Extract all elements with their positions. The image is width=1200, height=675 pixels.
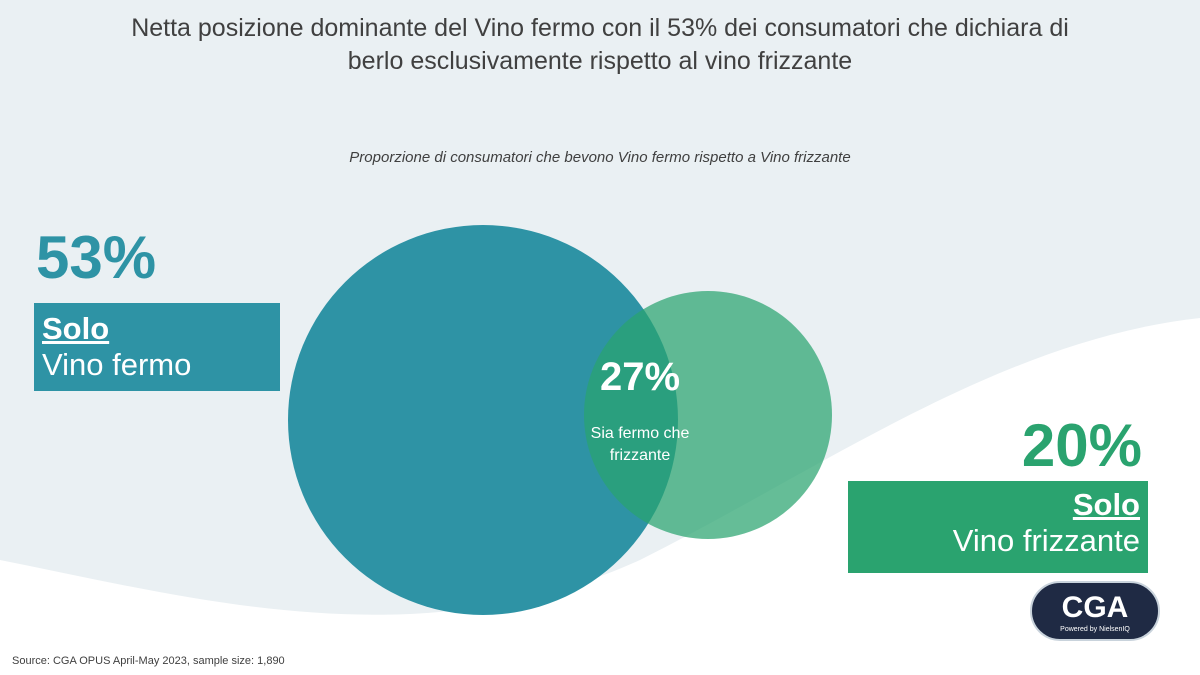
title-line-2: berlo esclusivamente rispetto al vino fr… [347, 47, 853, 75]
logo-tagline: Powered by NielsenIQ [1060, 626, 1130, 633]
vino-frizzante-solo-label: Solo [1072, 487, 1140, 522]
vino-fermo-label-box: Solo Vino fermo [34, 303, 280, 391]
vino-frizzante-circle [584, 291, 832, 539]
page-title: Netta posizione dominante del Vino fermo… [0, 12, 1200, 78]
vino-frizzante-label: Vino frizzante [952, 523, 1140, 558]
overlap-label-line-2: frizzante [609, 447, 671, 464]
vino-frizzante-percent: 20% [1021, 412, 1142, 479]
vino-frizzante-label-box: Solo Vino frizzante [848, 481, 1148, 573]
cga-logo: CGA Powered by NielsenIQ [1030, 581, 1160, 641]
overlap-percent: 27% [599, 355, 681, 399]
vino-fermo-solo-label: Solo [42, 311, 110, 346]
source-note: Source: CGA OPUS April-May 2023, sample … [12, 655, 285, 667]
vino-fermo-circle [288, 225, 678, 615]
vino-fermo-label: Vino fermo [42, 347, 192, 382]
vino-fermo-percent: 53% [36, 224, 157, 291]
title-line-1: Netta posizione dominante del Vino fermo… [131, 14, 1069, 42]
overlap-label: Sia fermo che frizzante [560, 423, 720, 467]
chart-subtitle: Proporzione di consumatori che bevono Vi… [349, 149, 851, 166]
overlap-label-line-1: Sia fermo che [590, 425, 690, 442]
logo-text: CGA [1062, 591, 1129, 624]
